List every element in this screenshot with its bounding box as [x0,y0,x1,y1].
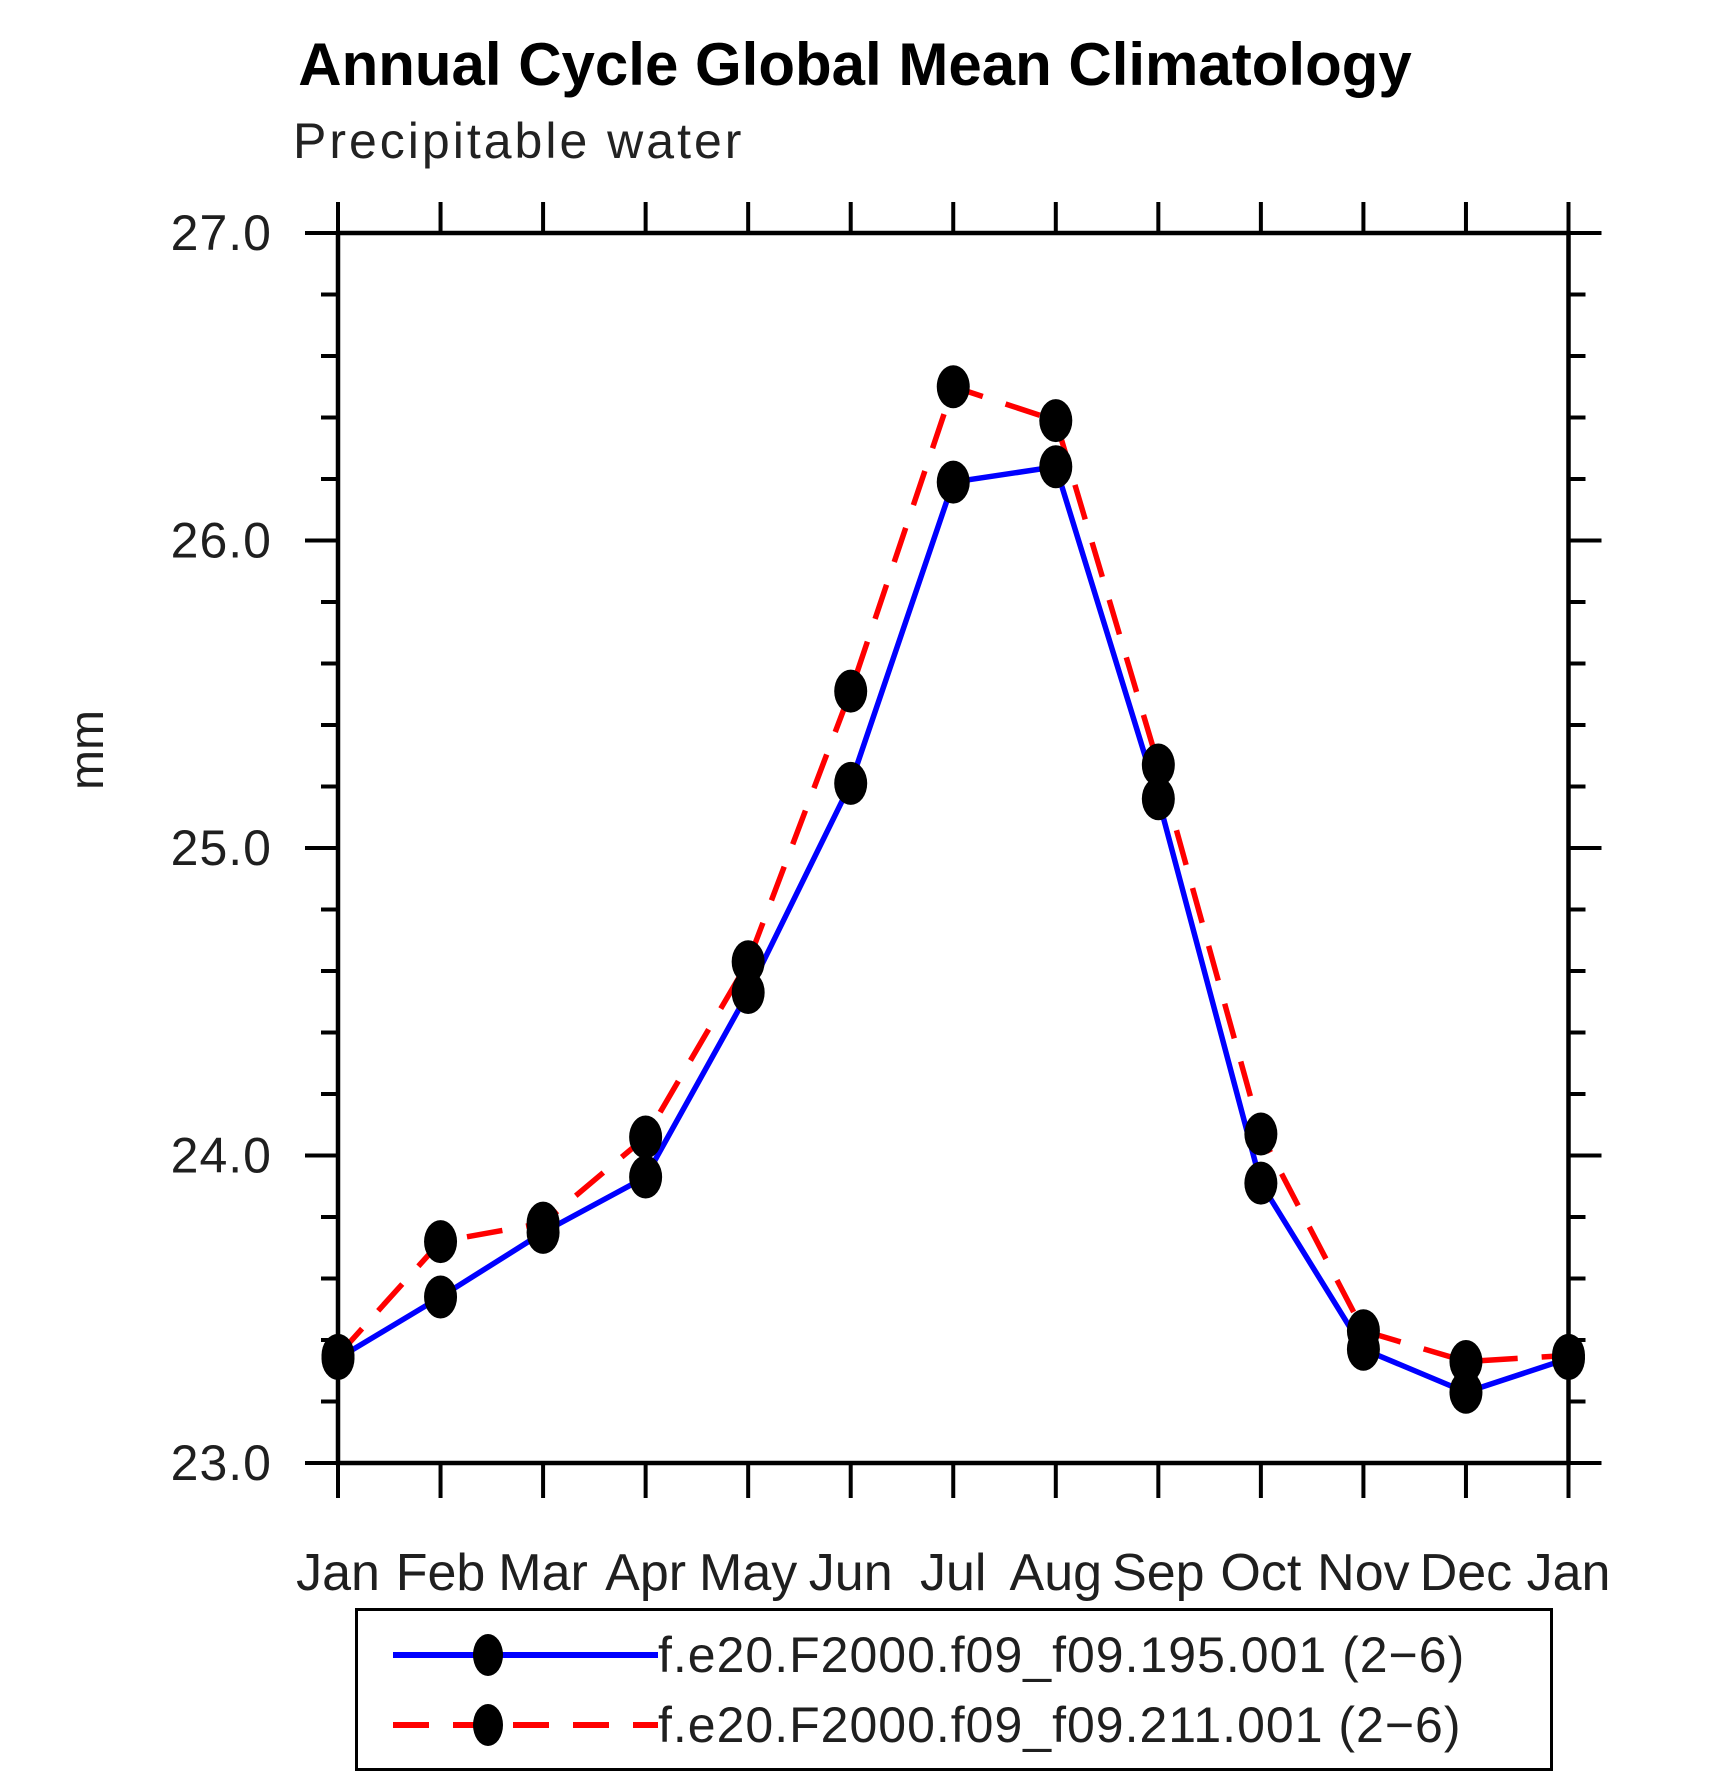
y-axis-tick-label: 23.0 [171,1435,272,1491]
data-point-series-2 [1039,399,1073,443]
data-point-series-1 [1449,1370,1483,1414]
x-axis-tick-label: Jan [1527,1544,1611,1602]
x-axis-tick-label: Nov [1317,1544,1409,1602]
series-line-1 [336,463,1570,1396]
data-point-series-1 [1039,445,1073,489]
data-point-series-1 [629,1155,663,1199]
data-point-series-2 [526,1201,560,1245]
data-point-series-1 [424,1275,458,1319]
data-point-series-2 [1244,1112,1278,1156]
legend-line-solid-icon [393,1633,658,1676]
x-axis-tick-label: Dec [1420,1544,1512,1602]
y-axis-tick-label: 27.0 [171,205,272,261]
plot-box [335,230,1571,1466]
y-axis-tick-label: 25.0 [171,820,272,876]
chart-title: Annual Cycle Global Mean Climatology [298,31,1412,98]
data-point-series-1 [1141,777,1175,821]
legend-row-series-2: f.e20.F2000.f09_f09.211.001 (2−6) [358,1694,1550,1756]
y-axis-title: mm [61,710,114,790]
data-point-series-2 [424,1220,458,1264]
series-line-2 [335,384,1569,1365]
data-point-series-2 [731,940,765,984]
x-axis-tick-label: Jan [296,1544,380,1602]
data-point-series-2 [1552,1333,1585,1377]
legend: f.e20.F2000.f09_f09.195.001 (2−6) f.e20.… [355,1608,1553,1771]
data-point-series-2 [321,1333,355,1377]
data-point-series-2 [1346,1309,1380,1353]
data-point-series-2 [1449,1340,1483,1384]
x-axis-tick-label: Jul [920,1544,986,1602]
x-axis-tick-label: Jun [809,1544,893,1602]
data-point-series-2 [834,669,868,713]
y-axis-tick-label: 24.0 [171,1128,272,1184]
legend-line-dashed-icon [393,1703,658,1746]
x-axis-tick-label: Feb [396,1544,486,1602]
data-point-series-1 [731,971,765,1015]
data-point-series-2 [1141,743,1175,787]
chart-subtitle: Precipitable water [293,113,745,169]
data-point-series-1 [936,460,970,504]
x-axis-tick-label: Apr [605,1544,686,1602]
x-axis-tick-label: Aug [1010,1544,1103,1602]
data-point-series-2 [936,365,970,409]
legend-label-series-2: f.e20.F2000.f09_f09.211.001 (2−6) [658,1696,1462,1753]
data-point-series-1 [1244,1161,1278,1205]
data-point-series-2 [629,1115,663,1159]
x-axis-tick-label: May [699,1544,797,1602]
y-axis-tick-label: 26.0 [171,513,272,569]
x-axis-tick-label: Sep [1112,1544,1205,1602]
legend-label-series-1: f.e20.F2000.f09_f09.195.001 (2−6) [658,1626,1466,1683]
legend-row-series-1: f.e20.F2000.f09_f09.195.001 (2−6) [358,1624,1550,1686]
data-point-series-1 [834,761,868,805]
x-axis-tick-label: Mar [498,1544,588,1602]
x-axis-tick-label: Oct [1220,1544,1301,1602]
